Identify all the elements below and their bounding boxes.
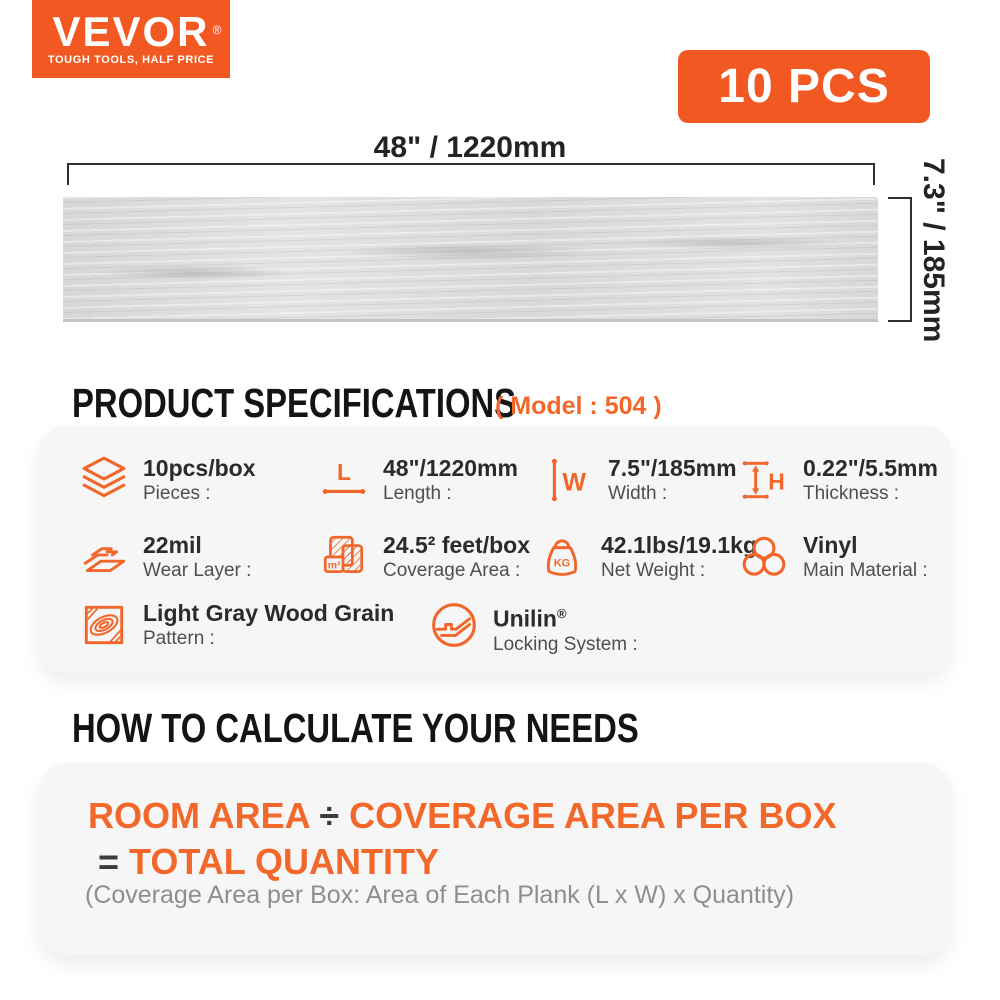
width-dimension-bracket [67,163,875,185]
height-dimension-bracket [888,197,912,322]
formula-coverage-area: COVERAGE AREA PER BOX [349,795,837,836]
specs-title-text: PRODUCT SPECIFICATIONS [72,380,517,426]
spec-value: 42.1lbs/19.1kg [601,532,757,558]
brand-wordmark: VEVOR [52,8,210,55]
vevor-logo: VEVOR ® TOUGH TOOLS, HALF PRICE [32,0,230,78]
plank-image [63,197,878,322]
spec-value: 10pcs/box [143,455,256,481]
svg-text:W: W [562,468,586,496]
spec-value: Vinyl [803,532,858,558]
material-icon [738,531,790,583]
wear-layer-icon [78,531,130,583]
calculation-card: ROOM AREA ÷ COVERAGE AREA PER BOX = TOTA… [38,763,952,955]
divide-operator: ÷ [319,795,340,836]
model-number: ( Model : 504 ) [495,392,662,420]
thickness-icon: H [738,454,790,506]
spec-label: Net Weight : [601,560,706,581]
spec-wear-layer: 22mil Wear Layer : [78,531,251,583]
spec-label: Wear Layer : [143,560,252,581]
brand-tagline: TOUGH TOOLS, HALF PRICE [47,54,215,66]
spec-value: Light Gray Wood Grain [143,600,395,626]
formula-text: ROOM AREA ÷ COVERAGE AREA PER BOX = TOTA… [88,793,837,885]
calc-section-title: HOW TO CALCULATE YOUR NEEDS [72,705,780,752]
width-icon: W [543,454,595,506]
svg-text:KG: KG [554,557,570,569]
calc-title-text: HOW TO CALCULATE YOUR NEEDS [72,705,639,751]
spec-locking-system: Unilin® Locking System : [428,599,638,657]
pattern-icon [78,599,130,651]
coverage-note: (Coverage Area per Box: Area of Each Pla… [85,881,795,909]
coverage-area-icon: m² [318,531,370,583]
spec-label: Pattern : [143,628,215,649]
spec-label: Width : [608,483,668,504]
formula-room-area: ROOM AREA [88,795,310,836]
quantity-badge: 10 PCS [678,50,930,123]
spec-pieces: 10pcs/box Pieces : [78,454,256,506]
brand-name: VEVOR ® [52,11,221,53]
spec-label: Thickness : [803,483,900,504]
spec-coverage-area: m² 24.5² feet/box Coverage Area : [318,531,530,583]
formula-line-1: ROOM AREA ÷ COVERAGE AREA PER BOX [88,793,837,839]
equals-operator: = [98,841,120,882]
spec-value: 22mil [143,532,202,558]
specifications-card: 10pcs/box Pieces : L 48"/1220mm Length : [38,425,952,673]
plank-width-label: 48" / 1220mm [373,131,567,164]
spec-value: 7.5"/185mm [608,455,737,481]
spec-value-text: Unilin [493,605,557,632]
spec-label: Locking System : [493,633,638,655]
spec-thickness: H 0.22"/5.5mm Thickness : [738,454,938,506]
net-weight-icon: KG [536,531,588,583]
spec-label: Length : [383,483,452,504]
registered-mark: ® [212,23,224,37]
spec-value: 24.5² feet/box [383,532,530,558]
formula-total-quantity: TOTAL QUANTITY [129,841,440,882]
spec-value: 48"/1220mm [383,455,518,481]
spec-label: Main Material : [803,560,928,581]
spec-net-weight: KG 42.1lbs/19.1kg Net Weight : [536,531,757,583]
specs-section-title: PRODUCT SPECIFICATIONS [72,380,627,427]
formula-line-2: = TOTAL QUANTITY [88,839,837,885]
spec-length: L 48"/1220mm Length : [318,454,518,506]
locking-icon [428,599,480,651]
svg-text:H: H [768,468,785,494]
spec-label: Coverage Area : [383,560,521,581]
layers-icon [78,454,130,506]
spec-value: Unilin® [493,600,638,633]
svg-text:L: L [337,459,351,485]
spec-width: W 7.5"/185mm Width : [543,454,737,506]
registered-mark: ® [556,606,567,621]
plank-height-label: 7.3" / 185mm [917,158,950,343]
spec-main-material: Vinyl Main Material : [738,531,928,583]
spec-label: Pieces : [143,483,211,504]
spec-pattern: Light Gray Wood Grain Pattern : [78,599,394,651]
length-icon: L [318,454,370,506]
svg-text:m²: m² [328,560,341,571]
spec-value: 0.22"/5.5mm [803,455,938,481]
